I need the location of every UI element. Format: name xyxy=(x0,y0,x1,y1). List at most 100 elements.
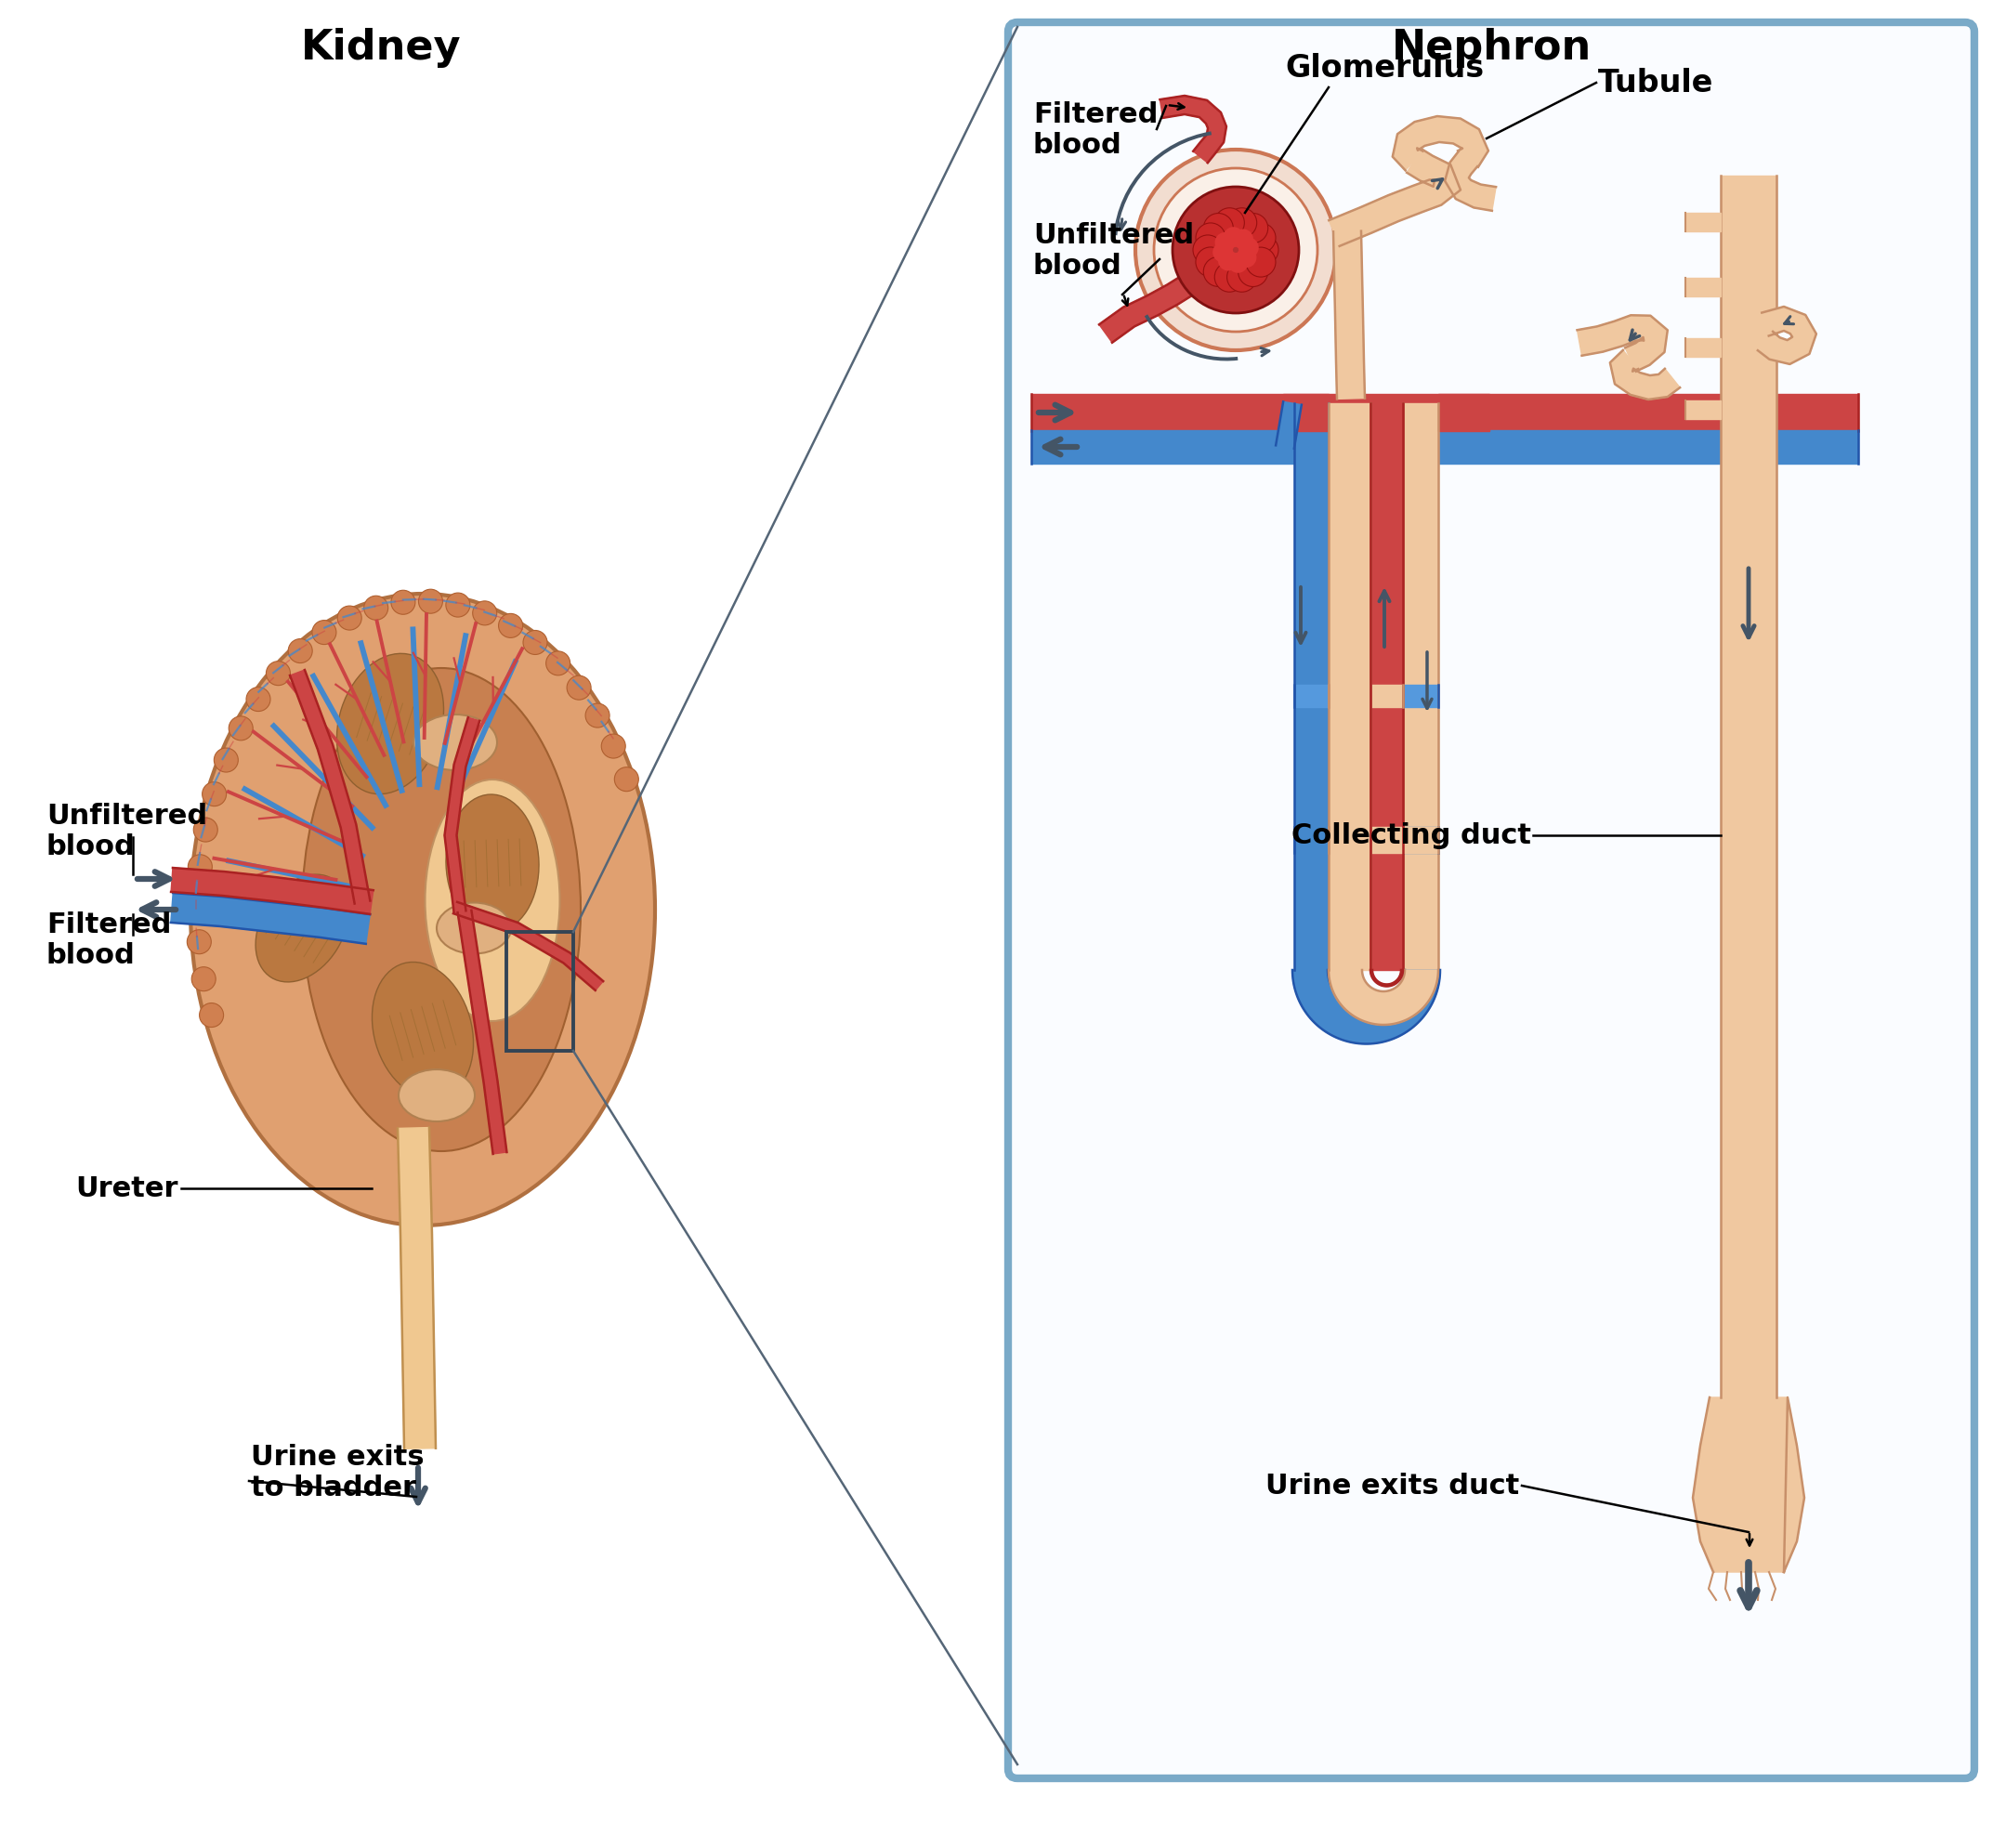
Text: Filtered
blood: Filtered blood xyxy=(46,911,171,968)
Ellipse shape xyxy=(337,654,444,795)
Ellipse shape xyxy=(424,780,560,1022)
Polygon shape xyxy=(1757,307,1817,364)
Circle shape xyxy=(1215,209,1245,238)
Circle shape xyxy=(1203,214,1233,244)
Polygon shape xyxy=(171,869,373,915)
Polygon shape xyxy=(1392,116,1488,172)
Polygon shape xyxy=(1370,405,1402,970)
Polygon shape xyxy=(1295,405,1329,970)
Text: Kidney: Kidney xyxy=(301,28,460,68)
Circle shape xyxy=(187,856,213,880)
Circle shape xyxy=(1173,188,1299,314)
Circle shape xyxy=(203,782,227,806)
Polygon shape xyxy=(1721,176,1777,1397)
Polygon shape xyxy=(1444,152,1496,211)
Text: Urine exits
to bladder: Urine exits to bladder xyxy=(251,1443,424,1501)
Polygon shape xyxy=(1100,257,1219,344)
Circle shape xyxy=(1217,251,1239,272)
Circle shape xyxy=(1135,150,1337,351)
Text: Collecting duct: Collecting duct xyxy=(1291,822,1532,850)
Polygon shape xyxy=(1685,401,1721,419)
Circle shape xyxy=(199,1003,223,1027)
Bar xyxy=(506,933,574,1052)
Circle shape xyxy=(524,630,548,656)
Polygon shape xyxy=(1402,405,1438,970)
Circle shape xyxy=(498,614,522,638)
Circle shape xyxy=(1239,214,1269,244)
Polygon shape xyxy=(1293,970,1440,1044)
Polygon shape xyxy=(1329,970,1438,1026)
Polygon shape xyxy=(1610,351,1679,401)
Circle shape xyxy=(1233,229,1253,249)
Circle shape xyxy=(1227,262,1257,292)
Ellipse shape xyxy=(446,795,540,933)
Circle shape xyxy=(1195,248,1225,277)
Text: Nephron: Nephron xyxy=(1390,28,1592,68)
Ellipse shape xyxy=(414,715,498,771)
Circle shape xyxy=(1237,248,1257,268)
Polygon shape xyxy=(1329,828,1438,854)
Circle shape xyxy=(1239,238,1259,259)
Circle shape xyxy=(247,687,271,711)
Polygon shape xyxy=(1295,828,1329,854)
Circle shape xyxy=(546,652,570,676)
Circle shape xyxy=(1153,168,1317,333)
Circle shape xyxy=(187,930,211,954)
Circle shape xyxy=(191,967,215,992)
Circle shape xyxy=(229,717,253,741)
Text: Unfiltered
blood: Unfiltered blood xyxy=(1034,222,1193,279)
Polygon shape xyxy=(1032,395,1859,432)
Polygon shape xyxy=(1032,431,1859,464)
Text: Urine exits duct: Urine exits duct xyxy=(1265,1473,1520,1499)
Circle shape xyxy=(1223,227,1243,248)
Polygon shape xyxy=(1333,231,1365,399)
Circle shape xyxy=(313,621,337,645)
Circle shape xyxy=(446,593,470,617)
Polygon shape xyxy=(1201,216,1239,270)
Circle shape xyxy=(1239,257,1267,288)
Polygon shape xyxy=(1402,828,1438,854)
Circle shape xyxy=(1227,209,1257,238)
Polygon shape xyxy=(1275,403,1301,449)
Polygon shape xyxy=(1159,96,1227,164)
Circle shape xyxy=(472,602,496,626)
Circle shape xyxy=(1195,224,1225,253)
Ellipse shape xyxy=(436,904,512,954)
Circle shape xyxy=(1245,248,1275,277)
Circle shape xyxy=(213,748,239,772)
Text: Unfiltered
blood: Unfiltered blood xyxy=(46,802,207,859)
Polygon shape xyxy=(1685,279,1721,298)
Polygon shape xyxy=(1329,150,1460,248)
Polygon shape xyxy=(458,911,506,1155)
Text: Ureter: Ureter xyxy=(76,1175,179,1203)
Ellipse shape xyxy=(255,874,349,983)
Circle shape xyxy=(365,597,388,621)
Ellipse shape xyxy=(398,1070,474,1122)
Circle shape xyxy=(1227,253,1249,274)
Polygon shape xyxy=(171,893,371,944)
Polygon shape xyxy=(1693,1397,1805,1573)
Polygon shape xyxy=(1685,338,1721,357)
FancyBboxPatch shape xyxy=(1008,24,1974,1778)
Circle shape xyxy=(1245,224,1275,253)
Circle shape xyxy=(568,676,592,700)
Circle shape xyxy=(193,819,217,843)
Circle shape xyxy=(1215,233,1235,253)
Circle shape xyxy=(1203,257,1233,286)
Circle shape xyxy=(185,893,209,917)
Circle shape xyxy=(418,590,442,614)
Ellipse shape xyxy=(373,963,474,1100)
Polygon shape xyxy=(291,671,371,904)
Ellipse shape xyxy=(303,669,582,1151)
Polygon shape xyxy=(444,719,480,913)
Circle shape xyxy=(1213,242,1233,262)
Circle shape xyxy=(289,639,313,663)
Circle shape xyxy=(1249,237,1279,266)
Polygon shape xyxy=(1578,316,1667,371)
Text: Glomerulus: Glomerulus xyxy=(1285,54,1484,83)
Text: Filtered
blood: Filtered blood xyxy=(1034,102,1157,159)
Ellipse shape xyxy=(191,595,655,1225)
Text: Tubule: Tubule xyxy=(1598,68,1713,100)
Polygon shape xyxy=(1283,395,1329,432)
Circle shape xyxy=(1193,237,1223,266)
